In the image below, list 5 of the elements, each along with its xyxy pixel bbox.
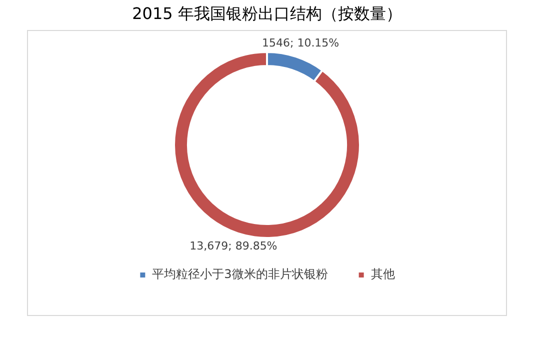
legend-label: 其他 xyxy=(370,267,395,282)
data-label: 1546; 10.15% xyxy=(262,36,340,50)
data-label: 13,679; 89.85% xyxy=(190,239,278,252)
chart-title: 2015 年我国银粉出口结构（按数量） xyxy=(131,4,403,25)
legend-label: 平均粒径小于3微米的非片状银粉 xyxy=(152,267,328,282)
